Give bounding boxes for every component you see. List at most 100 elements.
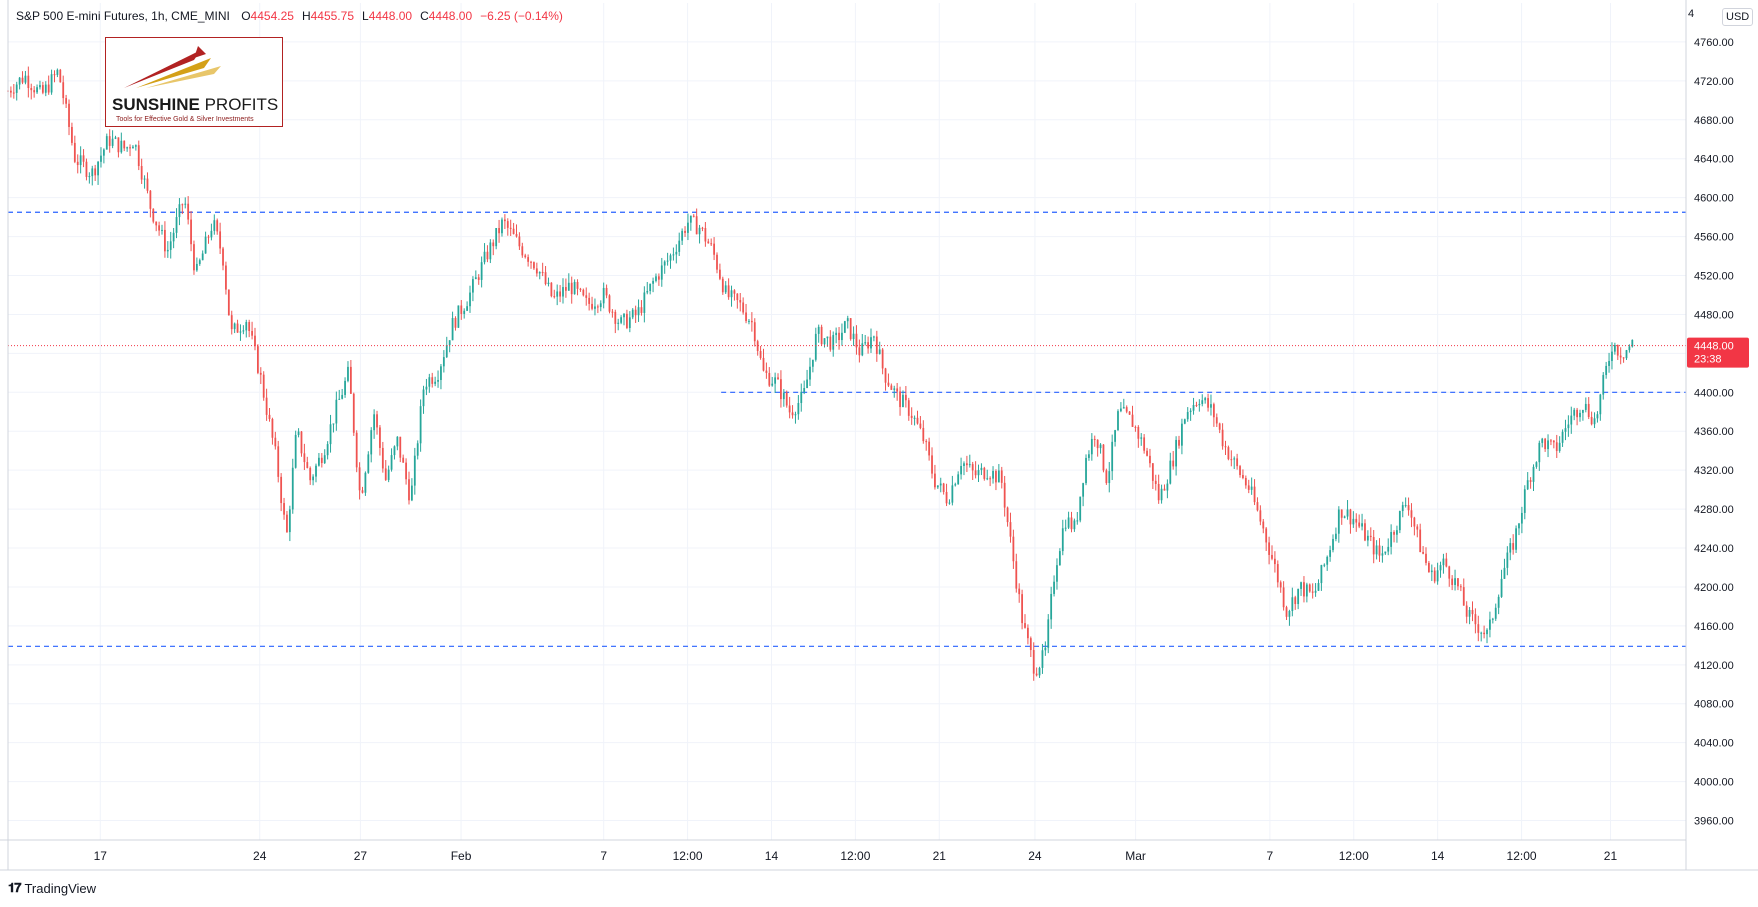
candle	[111, 130, 114, 149]
candle	[18, 76, 21, 90]
candle	[91, 165, 94, 186]
candle	[1352, 511, 1355, 528]
candle	[227, 289, 230, 316]
candle	[376, 410, 378, 435]
candle	[823, 338, 826, 348]
candle	[1326, 555, 1329, 571]
y-tick-label: 3960.00	[1694, 816, 1734, 828]
currency-button[interactable]: USD	[1722, 8, 1754, 26]
candle	[59, 68, 62, 83]
candle	[506, 218, 509, 236]
candle	[146, 172, 149, 194]
candle	[1012, 529, 1015, 569]
sunshine-profits-logo: SUNSHINE PROFITS Tools for Effective Gol…	[105, 37, 283, 127]
candle	[515, 224, 518, 238]
candle	[573, 279, 576, 295]
x-tick-label: 14	[765, 849, 779, 863]
candle	[1596, 411, 1599, 423]
candle	[875, 330, 878, 362]
candle	[1396, 525, 1398, 543]
candle	[867, 336, 869, 354]
candle	[1140, 433, 1143, 446]
candle	[123, 140, 126, 152]
candle	[1500, 569, 1503, 598]
candle	[405, 458, 407, 485]
candle	[181, 203, 184, 215]
tradingview-footer[interactable]: 𝟏𝟕 TradingView	[8, 880, 96, 896]
candle	[936, 485, 939, 489]
candle	[814, 327, 817, 362]
candle	[1616, 344, 1619, 360]
low-label: L	[362, 9, 369, 23]
y-tick-label: 4200.00	[1694, 582, 1734, 594]
y-axis-ticks: 3960.00 4000.00 4040.00 4080.00 4120.00 4160.…	[1694, 37, 1734, 828]
candle	[1291, 587, 1294, 617]
candle	[1204, 396, 1207, 404]
candle	[222, 246, 224, 271]
candle	[1056, 558, 1058, 590]
candle	[1125, 405, 1128, 414]
candle	[1419, 523, 1422, 553]
candle	[1137, 425, 1140, 448]
candle	[582, 288, 585, 297]
candle	[1050, 586, 1053, 629]
candle	[902, 390, 904, 408]
candle	[509, 219, 512, 237]
candle	[934, 464, 936, 490]
candle	[736, 293, 739, 309]
candle	[567, 273, 570, 291]
candle	[1105, 468, 1108, 485]
candle	[1544, 437, 1547, 452]
candle	[887, 373, 890, 387]
candle	[225, 261, 227, 295]
candle	[1044, 641, 1047, 656]
candle	[780, 370, 782, 408]
candle	[907, 397, 910, 421]
x-tick-label: 7	[600, 849, 607, 863]
candle	[640, 300, 643, 316]
candle	[1584, 397, 1587, 413]
candle	[759, 345, 762, 360]
candle	[193, 240, 195, 275]
candle	[1407, 497, 1410, 516]
candle	[187, 196, 190, 225]
candle	[538, 271, 541, 280]
candle	[1462, 578, 1465, 606]
candle	[1329, 545, 1332, 562]
x-tick-label: 24	[1028, 849, 1042, 863]
candle	[1157, 474, 1160, 504]
candle	[719, 263, 721, 281]
candle	[1131, 405, 1134, 427]
candle	[968, 454, 971, 468]
candle	[913, 415, 916, 426]
candle	[381, 441, 384, 473]
candle	[36, 84, 38, 94]
candle	[1590, 411, 1593, 426]
candle	[271, 417, 274, 445]
candle	[1128, 411, 1131, 415]
candle	[1404, 497, 1407, 508]
candle	[1093, 435, 1096, 447]
candle	[1436, 562, 1439, 585]
candle	[1053, 575, 1055, 597]
candle	[21, 71, 24, 85]
candle	[460, 299, 463, 320]
candle	[1494, 603, 1497, 621]
candle	[1090, 433, 1093, 461]
candle	[198, 258, 201, 266]
candle	[591, 296, 593, 311]
candle	[614, 309, 617, 334]
candle	[143, 175, 146, 189]
candle	[1183, 418, 1186, 425]
y-tick-label: 4760.00	[1694, 37, 1734, 49]
candle	[1416, 524, 1419, 538]
candle	[721, 276, 724, 295]
candle	[1041, 643, 1044, 674]
candle	[1082, 482, 1085, 507]
candle	[56, 68, 59, 78]
candle	[724, 281, 727, 294]
candle	[963, 461, 965, 476]
price-tag-value: 4448.00	[1694, 341, 1734, 353]
candle	[53, 70, 56, 83]
